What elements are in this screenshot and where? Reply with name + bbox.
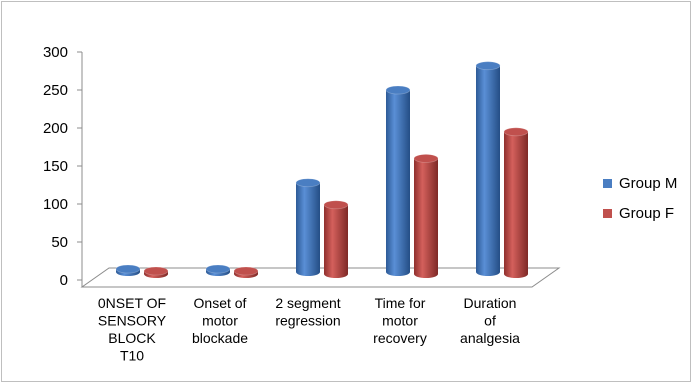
category-label: analgesia bbox=[460, 330, 520, 346]
category-label: recovery bbox=[373, 330, 427, 346]
legend-label: Group M bbox=[619, 175, 677, 192]
bar-group-f bbox=[504, 131, 528, 278]
y-tick-label: 150 bbox=[43, 158, 68, 175]
bar-top-group-m bbox=[385, 85, 411, 95]
y-tick-label: 100 bbox=[43, 196, 68, 213]
y-tick-label: 0 bbox=[60, 272, 68, 289]
bar-top-group-m bbox=[115, 264, 141, 274]
category-label: motor bbox=[382, 313, 418, 329]
bar-group-m bbox=[476, 65, 500, 277]
bar-top-group-m bbox=[295, 178, 321, 188]
bar-top-group-m bbox=[205, 264, 231, 274]
bar-top-group-m bbox=[475, 61, 501, 71]
category-label: blockade bbox=[192, 330, 248, 346]
bar-group-m bbox=[386, 90, 410, 276]
category-label: BLOCK bbox=[108, 330, 156, 346]
bar-group-m bbox=[296, 182, 320, 276]
y-tick-label: 250 bbox=[43, 82, 68, 99]
category-label: 0NSET OF bbox=[98, 295, 166, 311]
bar-top-group-f bbox=[143, 266, 169, 276]
category-label: SENSORY bbox=[98, 313, 167, 329]
legend-swatch-group-f bbox=[603, 209, 612, 218]
category-label: 2 segment bbox=[275, 295, 340, 311]
bar-group-f bbox=[414, 158, 438, 278]
legend-swatch-group-m bbox=[603, 179, 612, 188]
category-label: T10 bbox=[120, 348, 144, 364]
bar-top-group-f bbox=[323, 200, 349, 210]
bar-top-group-f bbox=[233, 266, 259, 276]
category-label: regression bbox=[275, 313, 340, 329]
category-label: Onset of bbox=[194, 295, 247, 311]
y-tick-label: 50 bbox=[51, 234, 68, 251]
category-label: motor bbox=[202, 313, 238, 329]
bar-top-group-f bbox=[503, 127, 529, 137]
category-label: Time for bbox=[375, 295, 426, 311]
category-label: Duration bbox=[464, 295, 517, 311]
chart-frame: 0 50 100 150 200 250 300 0NSET OF SENSORY BLOCK T1… bbox=[1, 1, 691, 382]
y-tick-label: 300 bbox=[43, 44, 68, 61]
y-tick-label: 200 bbox=[43, 120, 68, 137]
category-label: of bbox=[484, 313, 496, 329]
bar-top-group-f bbox=[413, 153, 439, 163]
chart-floor bbox=[80, 267, 561, 288]
legend-label: Group F bbox=[619, 205, 674, 222]
bar-group-f bbox=[324, 204, 348, 278]
